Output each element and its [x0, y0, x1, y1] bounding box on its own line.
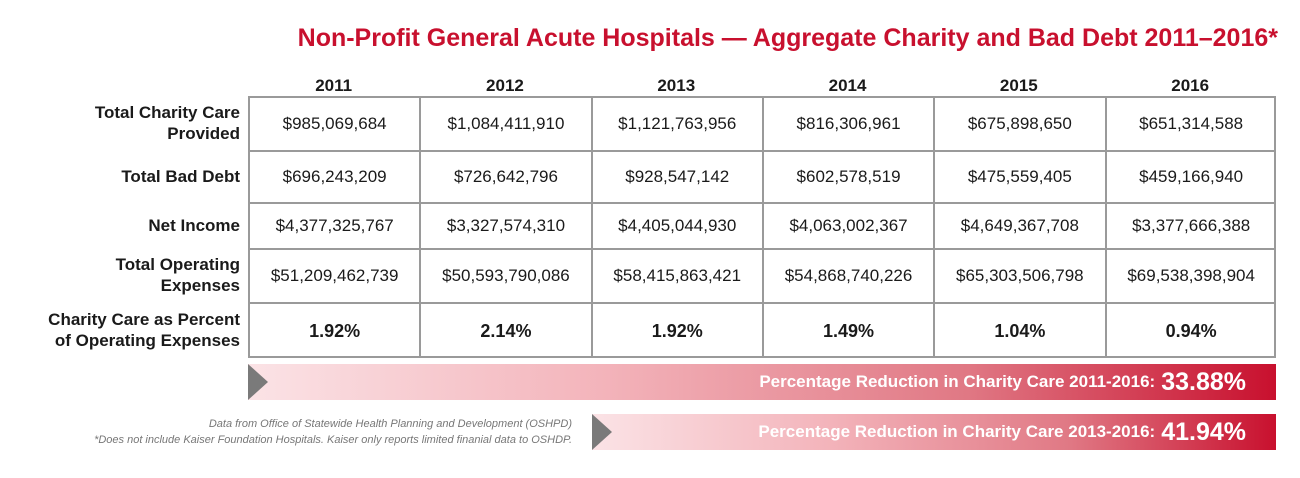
table-cell: 2.14% — [480, 320, 532, 341]
arrow-right-icon — [248, 364, 268, 400]
row-label-line: Net Income — [148, 215, 240, 235]
column-header-4: 2015 — [999, 76, 1038, 95]
chart-title: Non-Profit General Acute Hospitals — Agg… — [297, 24, 1278, 52]
arrow-right-icon — [592, 414, 612, 450]
kaiser-footnote: *Does not include Kaiser Foundation Hosp… — [94, 434, 572, 446]
table-cell: $1,121,763,956 — [618, 114, 737, 133]
table-cell: 0.94% — [1165, 320, 1217, 341]
grid-column-divider — [933, 98, 936, 356]
table-cell: $726,642,796 — [453, 167, 558, 186]
table-cell: $3,327,574,310 — [446, 216, 566, 235]
column-header-0: 2011 — [315, 76, 353, 95]
column-header-1: 2012 — [486, 76, 524, 95]
table-cell: $51,209,462,739 — [270, 266, 399, 285]
row-label-line: Total Bad Debt — [121, 166, 240, 186]
summary-banner-2013-2016: Percentage Reduction in Charity Care 201… — [592, 414, 1276, 450]
summary-value: 33.88% — [1161, 367, 1246, 396]
column-header-2: 2013 — [657, 76, 696, 95]
summary-value: 41.94% — [1161, 417, 1246, 446]
table-cell: 1.49% — [823, 320, 875, 341]
grid-row-divider — [250, 302, 1274, 304]
table-cell: $1,084,411,910 — [447, 114, 565, 133]
row-label-line: Charity Care as Percent — [48, 310, 240, 329]
grid-column-divider — [761, 98, 764, 356]
table-cell: $651,314,588 — [1139, 114, 1244, 133]
table-cell: $4,649,367,708 — [960, 216, 1079, 235]
column-header-5: 2016 — [1171, 76, 1210, 95]
table-cell: $54,868,740,226 — [784, 266, 913, 285]
grid-row-divider — [250, 150, 1274, 152]
table-cell: $50,593,790,086 — [442, 266, 570, 285]
table-cell: $4,377,325,767 — [275, 216, 394, 235]
summary-banner-gradient — [248, 364, 1276, 400]
column-header-3: 2014 — [828, 76, 867, 95]
table-cell: $69,538,398,904 — [1127, 266, 1255, 285]
data-table-grid: $985,069,684 $1,084,411,910 $1,121,763,956… — [248, 96, 1276, 358]
summary-text: Percentage Reduction in Charity Care 201… — [759, 364, 1246, 400]
summary-label: Percentage Reduction in Charity Care 201… — [758, 422, 1156, 441]
table-cell: 1.92% — [651, 320, 703, 341]
grid-column-divider — [590, 98, 593, 356]
row-label-line: Total Charity Care — [94, 103, 240, 122]
grid-column-divider — [1104, 98, 1107, 356]
table-cell: $4,063,002,367 — [789, 216, 908, 235]
table-cell: 1.04% — [994, 320, 1046, 341]
summary-banner-gradient — [592, 414, 1276, 450]
table-cell: $475,559,405 — [967, 167, 1072, 186]
row-label-0: Total Charity Care Provided — [0, 96, 240, 150]
table-cell: $696,243,209 — [282, 167, 387, 186]
table-cell: $58,415,863,421 — [613, 266, 742, 285]
table-cell: $65,303,506,798 — [956, 266, 1084, 285]
row-label-line: of Operating Expenses — [54, 331, 240, 350]
row-label-1: Total Bad Debt — [0, 150, 240, 202]
row-label-line: Total Operating — [115, 255, 240, 274]
summary-text: Percentage Reduction in Charity Care 201… — [758, 414, 1246, 450]
grid-row-divider — [250, 202, 1274, 204]
row-label-line: Expenses — [160, 276, 240, 295]
row-label-3: Total Operating Expenses — [0, 248, 240, 302]
table-cell: $816,306,961 — [796, 114, 901, 133]
source-note: Data from Office of Statewide Health Pla… — [208, 418, 572, 430]
summary-label: Percentage Reduction in Charity Care 201… — [759, 372, 1156, 391]
row-label-line: Provided — [167, 124, 240, 143]
summary-banner-2011-2016: Percentage Reduction in Charity Care 201… — [248, 364, 1276, 400]
table-cell: $3,377,666,388 — [1132, 216, 1251, 235]
grid-row-divider — [250, 248, 1274, 250]
row-label-2: Net Income — [0, 202, 240, 248]
table-cell: $459,166,940 — [1139, 167, 1244, 186]
table-cell: 1.92% — [309, 320, 361, 341]
table-cell: $675,898,650 — [967, 114, 1072, 133]
grid-column-divider — [419, 98, 422, 356]
table-cell: $928,547,142 — [625, 167, 730, 186]
row-label-4: Charity Care as Percent of Operating Expe… — [0, 302, 240, 358]
table-cell: $602,578,519 — [796, 167, 901, 186]
table-cell: $985,069,684 — [282, 114, 387, 133]
table-cell: $4,405,044,930 — [618, 216, 737, 235]
